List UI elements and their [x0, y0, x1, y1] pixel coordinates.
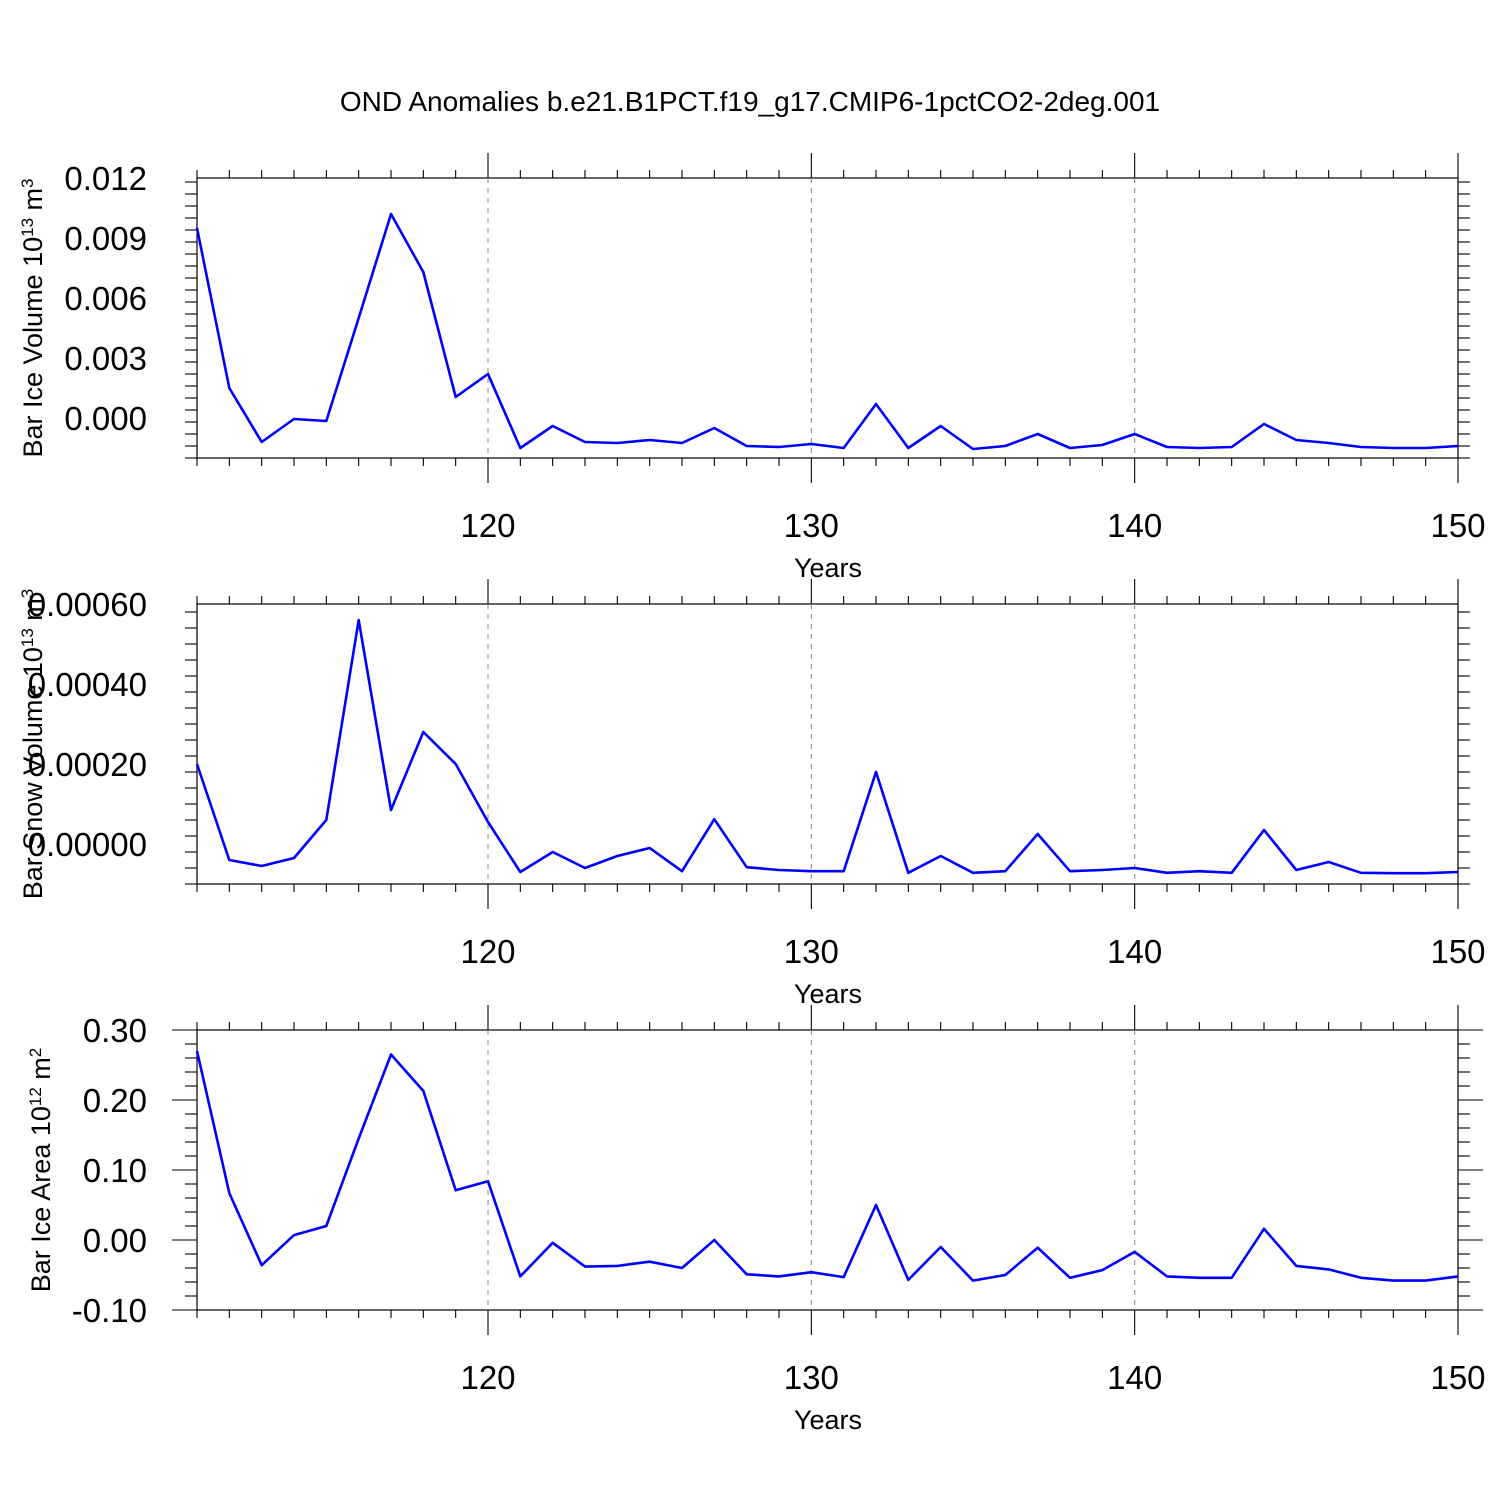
panel-2-xtick-label: 130	[784, 933, 839, 970]
panel-1-ytick-label: 0.006	[64, 280, 147, 317]
panel-3-xtick-label: 140	[1107, 1359, 1162, 1396]
panel-3-xtick-label: 150	[1430, 1359, 1485, 1396]
panel-1-series-line-1	[195, 212, 1459, 451]
panel-2-ytick-label: 0.00020	[28, 746, 147, 783]
panel-2-xtick-label: 140	[1107, 933, 1162, 970]
chart-title: OND Anomalies b.e21.B1PCT.f19_g17.CMIP6-…	[339, 86, 1161, 117]
panel-1-yaxis-title: Bar Ice Volume 1013 m3	[18, 178, 49, 457]
panel-3-ytick-label: 0.10	[83, 1152, 147, 1189]
panel-3-ytick-label: 0.20	[83, 1082, 147, 1119]
panel-1-ytick-label: 0.003	[64, 340, 147, 377]
panel-2-xtick-label: 150	[1430, 933, 1485, 970]
panel-3-yaxis-title: Bar Ice Area 1012 m2	[26, 1048, 57, 1293]
panel-3-xtick-label: 130	[784, 1359, 839, 1396]
panel-3-ytick-label: 0.00	[83, 1222, 147, 1259]
panel-3-series-line-1	[195, 1050, 1459, 1282]
panel-3-ytick-label: 0.30	[83, 1012, 147, 1049]
panel-2-series-line-1	[195, 618, 1459, 875]
panel-3-xaxis-title: Years	[794, 1405, 862, 1435]
panel-2-ytick-label: 0.00060	[28, 586, 147, 623]
panel-1-ytick-label: 0.000	[64, 400, 147, 437]
panel-3-ytick-label: -0.10	[72, 1292, 147, 1329]
panel-1-xtick-label: 120	[460, 507, 515, 544]
panel-1-frame	[196, 177, 1459, 459]
panel-1-ytick-label: 0.009	[64, 220, 147, 257]
panel-1-xaxis-title: Years	[794, 553, 862, 583]
panel-1-ytick-label: 0.012	[64, 160, 147, 197]
panel-1-xtick-label: 130	[784, 507, 839, 544]
panel-1-xtick-label: 150	[1430, 507, 1485, 544]
panel-2-ytick-label: 0.00040	[28, 666, 147, 703]
panel-2-frame	[196, 603, 1459, 885]
panel-3-xtick-label: 120	[460, 1359, 515, 1396]
panel-3-frame	[196, 1029, 1459, 1311]
panel-1-xtick-label: 140	[1107, 507, 1162, 544]
panel-2-yaxis-title: Bar Snow Volume 1013 m3	[18, 589, 49, 900]
panel-2-xaxis-title: Years	[794, 979, 862, 1009]
panel-2-xtick-label: 120	[460, 933, 515, 970]
panel-2-ytick-label: 0.00000	[28, 826, 147, 863]
